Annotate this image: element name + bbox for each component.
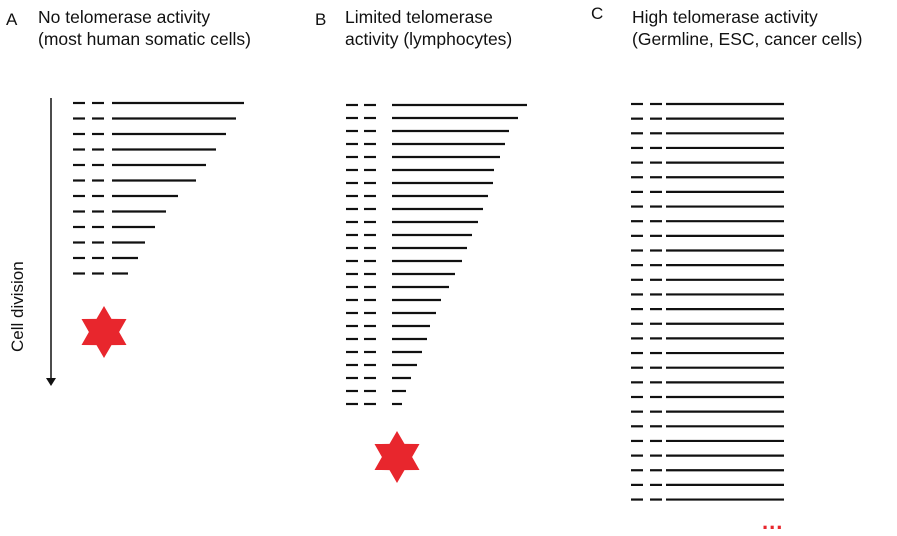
panel-c-title: High telomerase activity (Germline, ESC,… (632, 6, 862, 50)
panel-c-letter: C (591, 4, 604, 23)
panel-a-title: No telomerase activity (most human somat… (38, 6, 251, 50)
cell-division-arrow (46, 98, 56, 386)
panel-a-letter: A (6, 10, 18, 29)
panel-c-title-line1: High telomerase activity (632, 7, 818, 27)
panel-b-title-line2: activity (lymphocytes) (345, 29, 513, 49)
panel-b-letter: B (315, 10, 327, 29)
panel-a-telomere-lines (73, 101, 244, 275)
panel-b-telomere-lines (346, 103, 527, 406)
senescence-star-b-icon (374, 431, 420, 483)
panel-c-title-line2: (Germline, ESC, cancer cells) (632, 29, 863, 49)
panel-c-telomere-lines (631, 102, 784, 501)
continuation-ellipsis: ... (762, 509, 784, 534)
senescence-star-a-icon (81, 306, 127, 358)
panel-a-title-line1: No telomerase activity (38, 7, 211, 27)
panel-b-title-line1: Limited telomerase (345, 7, 493, 27)
panel-b-title: Limited telomerase activity (lymphocytes… (345, 6, 512, 50)
panel-a-title-line2: (most human somatic cells) (38, 29, 251, 49)
